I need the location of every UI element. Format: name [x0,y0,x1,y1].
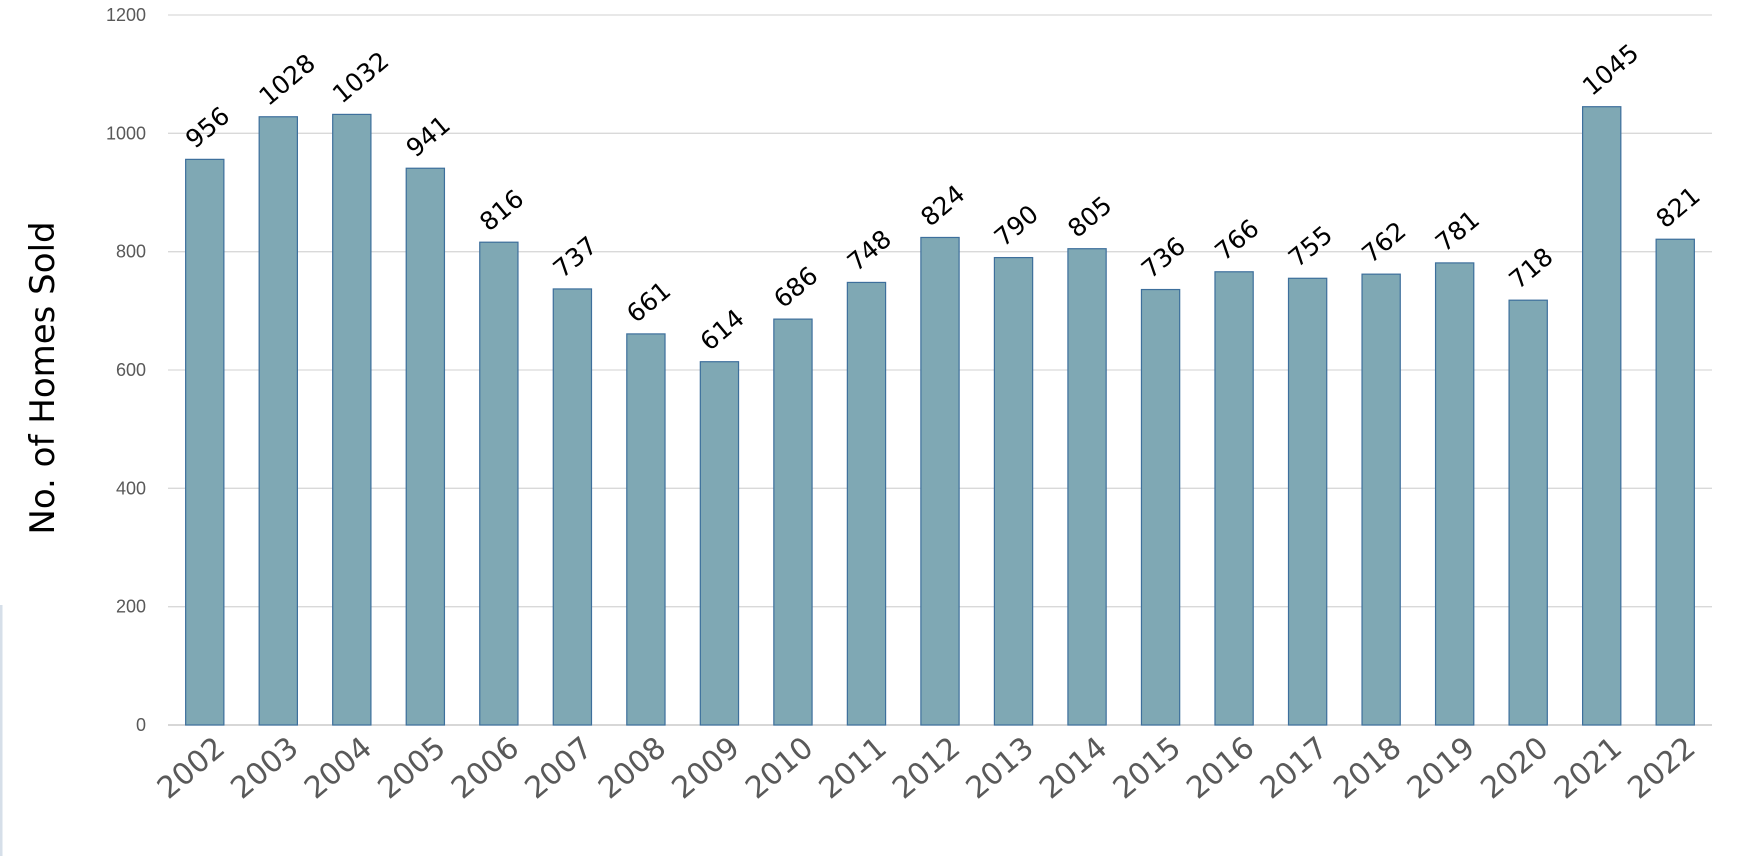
data-label: 762 [1356,216,1411,269]
x-tick-label: 2016 [1180,730,1261,806]
y-tick-label: 1000 [106,123,146,143]
y-tick-label: 200 [116,597,146,617]
x-tick-label: 2009 [666,730,747,806]
y-axis-label: No. of Homes Sold [23,221,63,534]
x-tick-label: 2013 [960,730,1041,806]
bar [1434,262,1475,726]
data-label: 718 [1503,242,1558,295]
data-label: 766 [1209,213,1264,266]
bar [699,361,740,726]
bar [846,281,887,726]
y-tick-label: 600 [116,360,146,380]
bar [1655,238,1695,726]
y-tick-label: 0 [136,715,146,735]
bar [1581,106,1622,726]
bar [920,236,960,726]
x-tick-label: 2004 [298,730,379,806]
x-tick-label: 2022 [1621,730,1702,806]
x-tick-label: 2005 [371,730,452,806]
data-label: 686 [768,261,823,314]
data-label: 1028 [254,48,321,111]
data-label: 816 [474,184,529,237]
data-label: 824 [915,179,970,232]
x-tick-label: 2008 [592,730,673,806]
x-tick-label: 2017 [1254,730,1335,806]
bar [1140,288,1181,726]
data-label: 755 [1283,220,1338,273]
bar [993,256,1034,726]
data-label: 805 [1062,190,1117,243]
bar [1287,277,1328,726]
bar [1361,273,1401,726]
data-label: 1045 [1577,38,1644,101]
bar [1214,271,1254,726]
bars [185,106,1695,726]
bar [258,116,299,726]
y-tick-label: 1200 [106,5,146,25]
y-tick-label: 800 [116,242,146,262]
bar [626,333,666,726]
x-tick-label: 2018 [1327,730,1408,806]
data-label: 736 [1136,231,1191,284]
x-tick-label: 2011 [813,730,894,806]
bar [479,241,519,726]
bar [405,167,446,726]
data-label: 941 [401,110,456,163]
data-label: 956 [180,101,235,154]
bar [552,288,593,726]
x-tick-label: 2003 [224,730,305,806]
x-tick-label: 2019 [1401,730,1482,806]
x-tick-label: 2007 [519,730,600,806]
bar [185,158,225,726]
x-tick-label: 2006 [445,730,526,806]
bar [773,318,813,726]
bar [1067,248,1107,726]
x-tick-label: 2014 [1033,730,1114,806]
data-label: 737 [548,231,603,284]
data-label: 1032 [327,46,394,109]
y-tick-label: 400 [116,478,146,498]
x-tick-label: 2020 [1474,730,1555,806]
y-axis-ticks: 0 200 400 600 800 1000 1200 [106,5,146,735]
x-tick-label: 2012 [886,730,967,806]
x-tick-label: 2021 [1548,730,1629,806]
x-tick-label: 2015 [1107,730,1188,806]
data-label: 614 [695,303,750,356]
x-tick-label: 2002 [151,730,232,806]
data-label: 790 [989,199,1044,252]
data-label: 821 [1650,181,1705,234]
bar [1508,299,1548,726]
x-tick-label: 2010 [739,730,820,806]
data-label: 781 [1430,205,1485,258]
data-label: 661 [621,276,676,329]
data-label: 748 [842,224,897,277]
bar [332,113,372,726]
x-axis-ticks: 2002200320042005200620072008200920102011… [151,730,1702,806]
